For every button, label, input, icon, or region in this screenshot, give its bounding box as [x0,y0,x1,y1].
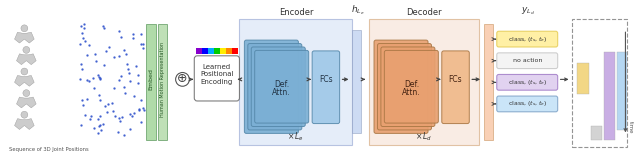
Text: $y_{L_d}$: $y_{L_d}$ [522,5,535,17]
Polygon shape [17,97,36,108]
FancyBboxPatch shape [252,47,305,126]
FancyBboxPatch shape [214,48,220,54]
FancyBboxPatch shape [442,51,469,124]
FancyBboxPatch shape [312,51,340,124]
Text: FCs: FCs [449,75,462,84]
Text: Encoding: Encoding [201,79,233,85]
FancyBboxPatch shape [374,40,428,133]
FancyBboxPatch shape [378,44,431,130]
FancyBboxPatch shape [196,48,202,54]
Polygon shape [15,32,34,43]
FancyBboxPatch shape [239,20,353,145]
Text: Encoder: Encoder [278,8,313,17]
FancyBboxPatch shape [572,20,627,147]
Text: Attn.: Attn. [273,88,291,97]
Circle shape [21,111,28,118]
FancyBboxPatch shape [369,20,479,145]
Text: class, $(t_s, t_e)$: class, $(t_s, t_e)$ [508,78,547,87]
Text: Def.: Def. [404,80,419,89]
Circle shape [21,68,28,75]
Text: class, $(t_s, t_e)$: class, $(t_s, t_e)$ [508,35,547,44]
Text: class, $(t_s, t_e)$: class, $(t_s, t_e)$ [508,99,547,108]
FancyBboxPatch shape [255,50,308,123]
Text: Learned: Learned [203,64,231,70]
Text: time: time [627,121,632,133]
Text: Decoder: Decoder [406,8,442,17]
FancyBboxPatch shape [158,24,167,140]
Text: FCs: FCs [319,75,333,84]
FancyBboxPatch shape [484,24,493,140]
FancyBboxPatch shape [604,52,614,140]
FancyBboxPatch shape [208,48,214,54]
Text: $\times\,L_e$: $\times\,L_e$ [287,131,305,143]
FancyBboxPatch shape [202,48,209,54]
FancyBboxPatch shape [497,96,557,112]
FancyBboxPatch shape [497,53,557,69]
Text: Sequence of 3D Joint Positions: Sequence of 3D Joint Positions [9,147,88,152]
FancyBboxPatch shape [497,31,557,47]
Circle shape [175,73,189,86]
FancyBboxPatch shape [591,126,602,140]
FancyBboxPatch shape [497,74,557,90]
Text: Human Motion Representation: Human Motion Representation [160,42,165,117]
Text: ⊕: ⊕ [177,72,188,85]
Text: no action: no action [513,58,542,63]
Text: Attn.: Attn. [402,88,420,97]
FancyBboxPatch shape [220,48,226,54]
Text: Embed: Embed [148,69,154,90]
FancyBboxPatch shape [381,47,435,126]
Circle shape [23,46,30,53]
FancyBboxPatch shape [577,63,589,94]
FancyBboxPatch shape [195,56,239,101]
Polygon shape [17,54,36,65]
Text: Def.: Def. [274,80,289,89]
Circle shape [23,90,30,97]
FancyBboxPatch shape [248,44,302,130]
Polygon shape [15,119,34,129]
FancyBboxPatch shape [616,52,627,131]
Circle shape [21,25,28,32]
FancyBboxPatch shape [353,30,361,133]
FancyBboxPatch shape [146,24,156,140]
Polygon shape [15,75,34,86]
Text: $h_{L_e}$: $h_{L_e}$ [351,3,365,17]
FancyBboxPatch shape [244,40,298,133]
FancyBboxPatch shape [232,48,238,54]
FancyBboxPatch shape [385,50,438,123]
Text: $\times\,L_d$: $\times\,L_d$ [415,131,433,143]
Text: Positional: Positional [200,71,234,78]
FancyBboxPatch shape [226,48,232,54]
